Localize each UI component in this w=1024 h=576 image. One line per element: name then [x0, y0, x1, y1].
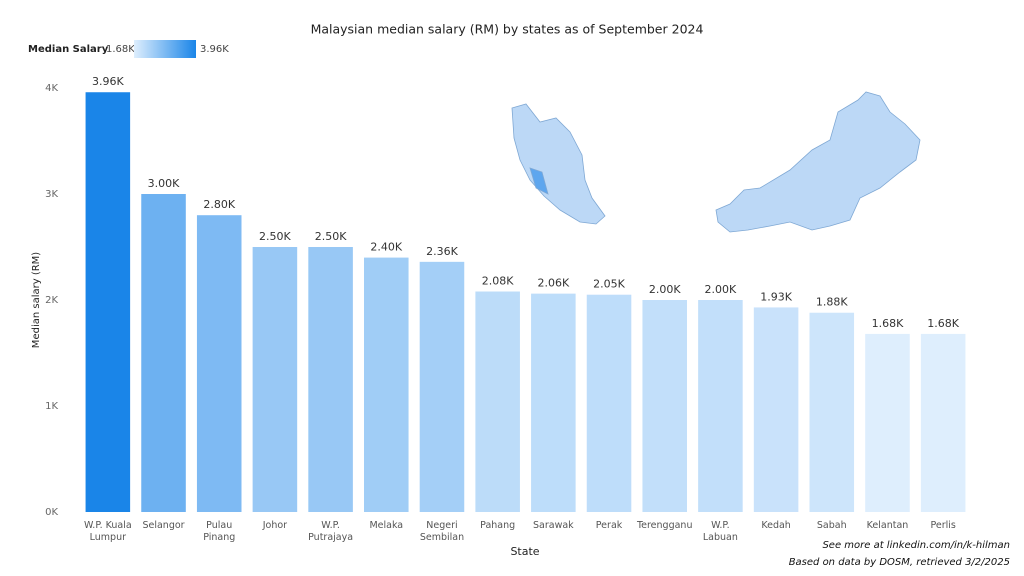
bar	[475, 291, 520, 512]
value-label: 2.40K	[370, 241, 402, 254]
footnote: See more at linkedin.com/in/k-hilman	[822, 540, 1010, 551]
x-tick-label: W.P. Kuala Lumpur	[84, 520, 132, 543]
y-tick-label: 0K	[45, 507, 58, 518]
bar	[865, 333, 910, 512]
x-tick-label: Pulau Pinang	[203, 520, 236, 543]
bar	[419, 261, 465, 512]
bar	[531, 293, 576, 512]
x-tick-label: Terengganu	[636, 520, 693, 531]
x-tick-label: Kedah	[761, 520, 791, 531]
footnote: Based on data by DOSM, retrieved 3/2/202…	[788, 557, 1010, 568]
bar	[85, 92, 131, 513]
value-label: 2.05K	[593, 278, 625, 291]
y-tick-label: 2K	[45, 295, 58, 306]
y-tick-label: 1K	[45, 401, 58, 412]
chart-title: Malaysian median salary (RM) by states a…	[311, 22, 704, 37]
legend-max: 3.96K	[200, 44, 229, 55]
bar	[252, 247, 298, 512]
x-tick-label: Kelantan	[866, 520, 909, 531]
x-tick-label: Melaka	[369, 520, 404, 531]
x-tick-label: Selangor	[142, 520, 185, 531]
x-tick-label: Negeri Sembilan	[419, 520, 465, 543]
value-label: 1.93K	[760, 290, 792, 303]
x-tick-label: Johor	[262, 520, 288, 531]
y-tick-label: 3K	[45, 189, 58, 200]
x-tick-label: Sarawak	[533, 520, 574, 531]
y-tick-label: 4K	[45, 83, 58, 94]
bar	[196, 215, 242, 512]
legend-gradient	[134, 40, 196, 58]
value-label: 2.06K	[537, 277, 569, 290]
bar	[141, 194, 186, 512]
value-label: 1.68K	[872, 317, 904, 330]
value-label: 1.88K	[816, 296, 848, 309]
bar	[920, 333, 966, 512]
value-label: 2.08K	[482, 275, 514, 288]
x-axis-title: State	[510, 545, 539, 558]
bar	[308, 247, 353, 512]
bar	[698, 300, 743, 512]
value-label: 1.68K	[927, 317, 959, 330]
x-tick-label: W.P. Labuan	[702, 520, 738, 543]
value-label: 2.00K	[705, 283, 737, 296]
value-label: 2.50K	[259, 230, 291, 243]
x-tick-label: Perlis	[930, 520, 956, 531]
bar	[364, 257, 409, 512]
x-tick-label: Pahang	[480, 520, 516, 531]
legend-title: Median Salary	[28, 44, 109, 55]
x-tick-label: W.P. Putrajaya	[308, 520, 354, 543]
y-axis-title: Median salary (RM)	[31, 252, 42, 348]
x-tick-label: Sabah	[816, 520, 847, 531]
bar	[809, 312, 855, 512]
bar	[586, 294, 632, 512]
value-label: 2.00K	[649, 283, 681, 296]
bar	[753, 307, 799, 512]
value-label: 2.50K	[315, 230, 347, 243]
value-label: 3.96K	[92, 75, 124, 88]
legend-min: 1.68K	[106, 44, 135, 55]
bar	[642, 300, 687, 512]
value-label: 2.36K	[426, 245, 458, 258]
map	[511, 91, 921, 233]
value-label: 2.80K	[203, 198, 235, 211]
value-label: 3.00K	[148, 177, 180, 190]
x-tick-label: Perak	[595, 520, 623, 531]
